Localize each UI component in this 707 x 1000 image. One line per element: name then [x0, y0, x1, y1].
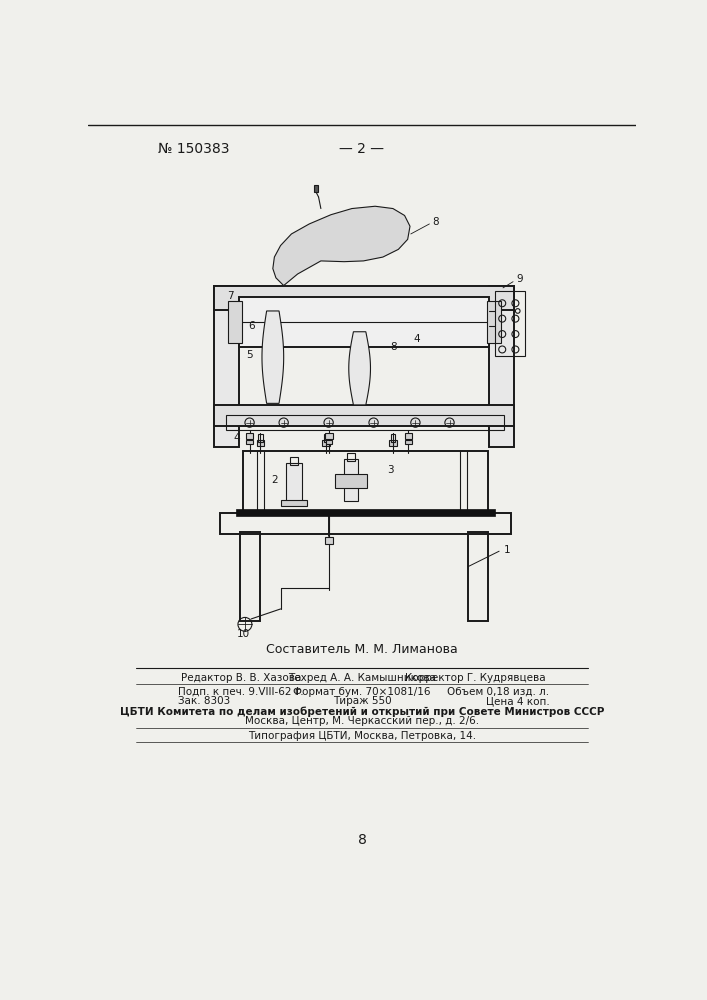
Bar: [286, 463, 301, 501]
Bar: [214, 405, 514, 426]
Text: Подп. к печ. 9.VIII-62 г.: Подп. к печ. 9.VIII-62 г.: [177, 687, 303, 697]
Text: 6: 6: [248, 321, 255, 331]
Bar: [325, 440, 332, 444]
Bar: [240, 532, 259, 620]
Text: Составитель М. М. Лиманова: Составитель М. М. Лиманова: [266, 643, 458, 656]
Text: 1: 1: [504, 545, 510, 555]
Bar: [246, 433, 253, 439]
Text: Корректор Г. Кудрявцева: Корректор Г. Кудрявцева: [405, 673, 546, 683]
Text: 5: 5: [246, 350, 252, 360]
Bar: [214, 286, 239, 447]
Bar: [239, 297, 489, 347]
Text: 9: 9: [516, 274, 522, 284]
Text: Цена 4 коп.: Цена 4 коп.: [486, 696, 549, 706]
Bar: [257, 440, 264, 446]
Polygon shape: [349, 332, 370, 405]
Text: № 150383: № 150383: [158, 142, 230, 156]
Text: Зак. 8303: Зак. 8303: [177, 696, 230, 706]
Bar: [228, 301, 242, 343]
Bar: [389, 440, 397, 446]
Text: 4: 4: [233, 433, 240, 443]
Bar: [391, 434, 395, 442]
Bar: [335, 474, 368, 488]
Bar: [247, 440, 252, 444]
Bar: [489, 286, 514, 447]
Bar: [290, 457, 298, 465]
Bar: [281, 500, 307, 506]
Bar: [214, 286, 514, 310]
Polygon shape: [262, 311, 284, 403]
Bar: [325, 537, 332, 544]
Text: 3: 3: [387, 465, 393, 475]
Bar: [314, 185, 317, 192]
Text: 8: 8: [358, 833, 366, 847]
Text: 8: 8: [391, 342, 397, 352]
Text: Формат бум. 70×1081/16: Формат бум. 70×1081/16: [293, 687, 431, 697]
Text: Редактор В. В. Хазова: Редактор В. В. Хазова: [182, 673, 302, 683]
Text: ЦБТИ Комитета по делам изобретений и открытий при Совете Министров СССР: ЦБТИ Комитета по делам изобретений и отк…: [119, 707, 604, 717]
Bar: [243, 451, 488, 511]
Bar: [347, 453, 355, 461]
Polygon shape: [273, 206, 410, 286]
Text: — 2 —: — 2 —: [339, 142, 385, 156]
Bar: [324, 434, 329, 442]
Bar: [495, 291, 525, 356]
Bar: [226, 415, 504, 430]
Text: 8: 8: [433, 217, 439, 227]
Text: Типография ЦБТИ, Москва, Петровка, 14.: Типография ЦБТИ, Москва, Петровка, 14.: [248, 731, 476, 741]
Text: Техред А. А. Камышникова: Техред А. А. Камышникова: [288, 673, 436, 683]
Text: 4: 4: [414, 334, 421, 344]
Bar: [405, 440, 411, 444]
Text: 2: 2: [271, 475, 279, 485]
Text: 7: 7: [227, 291, 233, 301]
Text: Москва, Центр, М. Черкасский пер., д. 2/6.: Москва, Центр, М. Черкасский пер., д. 2/…: [245, 716, 479, 726]
Bar: [235, 509, 495, 516]
Text: Тираж 550: Тираж 550: [332, 696, 391, 706]
Bar: [322, 440, 330, 446]
Bar: [325, 433, 332, 439]
Text: 10: 10: [237, 629, 250, 639]
Bar: [220, 513, 510, 534]
Bar: [486, 301, 501, 343]
Text: Объем 0,18 изд. л.: Объем 0,18 изд. л.: [448, 687, 549, 697]
Bar: [404, 433, 412, 439]
Bar: [468, 532, 489, 620]
Bar: [344, 459, 358, 501]
Bar: [258, 434, 263, 442]
